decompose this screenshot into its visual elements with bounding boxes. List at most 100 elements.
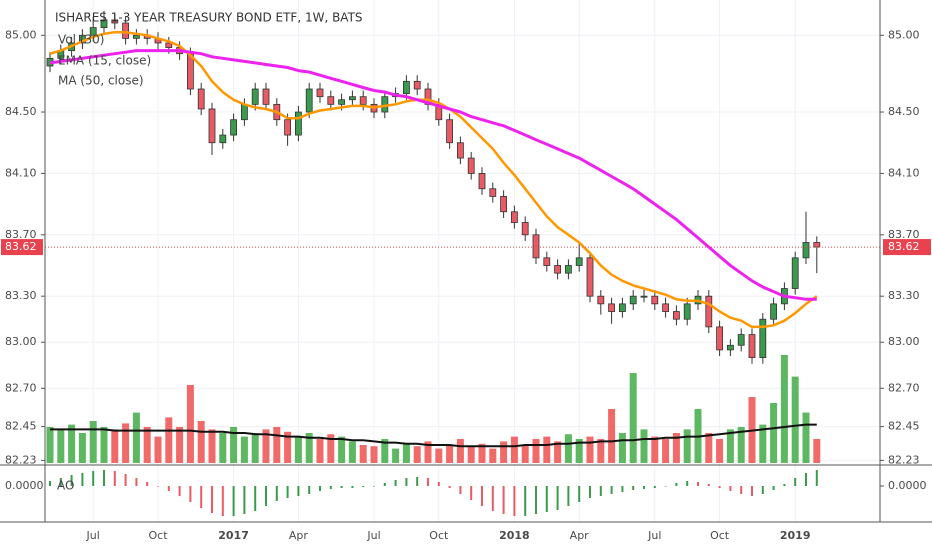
volume-bar: [89, 421, 97, 463]
x-tick-label: Apr: [570, 529, 590, 542]
candle-body: [597, 295, 605, 305]
volume-bar: [618, 433, 626, 463]
volume-bar: [726, 429, 734, 463]
candle-body: [813, 242, 821, 248]
candle-body: [122, 22, 129, 39]
candle-body: [651, 295, 659, 305]
volume-bar: [446, 445, 454, 463]
price-pane: [45, 10, 880, 364]
ao-bar: [783, 484, 786, 486]
candle-body: [413, 80, 421, 90]
ao-bar: [394, 480, 397, 486]
y-tick-label: 82.45: [888, 420, 920, 433]
volume-bar: [413, 446, 421, 463]
candle-body: [284, 119, 292, 136]
volume-bar: [381, 439, 389, 463]
ao-bar: [621, 486, 624, 492]
candle-body: [89, 27, 97, 36]
indicator-line: [49, 49, 817, 301]
candle-body: [305, 88, 313, 113]
volume-bar: [154, 436, 162, 463]
ao-bar: [459, 486, 462, 494]
ao-bar: [664, 486, 667, 487]
candle-body: [100, 19, 108, 29]
ao-bar: [92, 471, 95, 486]
volume-bar: [359, 445, 367, 463]
volume-bar: [532, 439, 540, 463]
chart-title: ISHARES 1-3 YEAR TREASURY BOND ETF, 1W, …: [55, 11, 363, 25]
y-tick-label: 82.23: [5, 453, 37, 466]
candle-body: [348, 96, 356, 101]
y-tick-label: 83.00: [888, 335, 920, 348]
ao-bar: [805, 473, 807, 486]
candle-body: [165, 42, 173, 48]
volume-bar: [327, 434, 335, 463]
volume-bar: [262, 429, 270, 463]
ao-bar: [383, 483, 386, 486]
volume-bar: [284, 431, 292, 463]
volume-bar: [219, 433, 227, 463]
volume-bar: [586, 436, 594, 463]
ao-bar: [448, 486, 451, 488]
candle-body: [737, 334, 745, 346]
ao-bar: [481, 486, 483, 506]
volume-bar: [564, 434, 572, 463]
ao-bar: [632, 486, 635, 490]
volume-bar: [305, 433, 313, 463]
ao-bar: [599, 486, 602, 496]
volume-bar: [554, 441, 562, 463]
candle-body: [230, 119, 238, 136]
ao-bar: [686, 481, 689, 486]
volume-bar: [802, 412, 810, 463]
candle-body: [316, 88, 324, 98]
y-tick-label: 84.10: [5, 166, 37, 179]
volume-bar: [640, 429, 648, 463]
candle-body: [489, 188, 497, 197]
candle-body: [500, 196, 508, 213]
candle-body: [716, 326, 723, 351]
volume-pane: [46, 355, 821, 463]
ao-bar: [297, 486, 300, 496]
ao-bar: [362, 486, 365, 487]
volume-bar: [489, 448, 497, 463]
candle-body: [791, 257, 799, 289]
ao-bar: [718, 486, 721, 488]
y-tick-label: 85.00: [888, 28, 920, 41]
ao-bar: [189, 486, 192, 502]
x-tick-label: 2019: [780, 529, 811, 542]
candle-body: [619, 303, 626, 312]
volume-bar: [759, 424, 767, 463]
ao-bar: [416, 477, 419, 486]
candle-body: [132, 34, 140, 39]
ao-bar: [200, 486, 203, 508]
x-tick-label: Oct: [148, 529, 168, 542]
candle-body: [402, 80, 410, 95]
volume-bar: [122, 423, 130, 463]
ao-label: AO: [57, 479, 74, 493]
ao-bar: [167, 486, 170, 491]
candle-body: [467, 157, 475, 174]
volume-bar: [143, 427, 151, 463]
volume-bar: [705, 433, 713, 463]
ao-bar: [653, 486, 656, 488]
x-tick-label: Oct: [710, 529, 730, 542]
volume-bar: [273, 427, 281, 463]
y-tick-label: 82.70: [5, 381, 37, 394]
ao-bar: [729, 486, 732, 491]
volume-bar: [629, 373, 637, 463]
volume-bar: [46, 427, 54, 463]
volume-bar: [424, 441, 432, 463]
ao-bar: [567, 486, 570, 506]
candle-body: [759, 318, 767, 358]
volume-bar: [608, 409, 616, 463]
candle-body: [629, 295, 637, 305]
ao-bar: [513, 486, 516, 516]
ao-bar: [124, 474, 127, 486]
ao-bar: [589, 486, 591, 498]
y-tick-label: 82.23: [888, 453, 920, 466]
x-tick-label: 2018: [499, 529, 530, 542]
volume-bar: [716, 439, 724, 463]
candle-body: [327, 96, 335, 105]
volume-bar: [197, 421, 205, 463]
y-tick-label: 83.30: [5, 289, 37, 302]
